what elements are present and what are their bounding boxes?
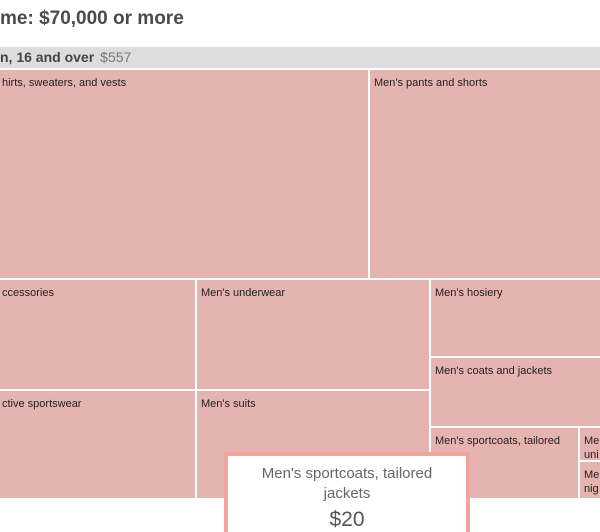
treemap-cell[interactable]: Men's underwear bbox=[197, 280, 429, 389]
group-value: $557 bbox=[100, 49, 132, 65]
cell-label-line: nig bbox=[584, 483, 599, 495]
tooltip-value: $20 bbox=[329, 508, 365, 531]
cell-label: Men's coats and jackets bbox=[435, 365, 553, 377]
cell-label-line: Me bbox=[584, 435, 600, 447]
cell-label: Men's suits bbox=[201, 398, 256, 410]
cell-label: Men's pants and shorts bbox=[374, 77, 488, 89]
cell-label: ccessories bbox=[2, 287, 54, 299]
treemap-cell[interactable]: ccessories bbox=[0, 280, 195, 389]
tooltip-label: Men's sportcoats, tailored jackets bbox=[261, 465, 433, 502]
treemap-cell[interactable]: Men's hosiery bbox=[431, 280, 600, 356]
cell-label: Men's hosiery bbox=[435, 287, 503, 299]
treemap-cell[interactable]: Men's coats and jackets bbox=[431, 358, 600, 426]
treemap-cell[interactable]: Me uni bbox=[580, 428, 600, 460]
group-label: n, 16 and over bbox=[0, 49, 95, 65]
treemap-cell[interactable]: ctive sportswear bbox=[0, 391, 195, 498]
cell-label: Me uni bbox=[584, 434, 599, 460]
cell-label: Men's sportcoats, tailored bbox=[435, 435, 560, 447]
cell-label: ctive sportswear bbox=[2, 398, 82, 410]
tooltip: Men's sportcoats, tailored jackets $20 bbox=[224, 452, 470, 532]
treemap-cell[interactable]: Men's pants and shorts bbox=[370, 70, 600, 278]
cell-label: Me nig bbox=[584, 468, 599, 496]
group-bar[interactable]: n, 16 and over $557 bbox=[0, 47, 600, 68]
treemap-cell[interactable]: Me nig bbox=[580, 462, 600, 498]
cell-label: hirts, sweaters, and vests bbox=[2, 77, 127, 89]
title: me: $70,000 or more bbox=[0, 8, 184, 29]
treemap-cell[interactable]: hirts, sweaters, and vests bbox=[0, 70, 368, 278]
cell-label-line: uni bbox=[584, 449, 599, 460]
cell-label-line: Me bbox=[584, 469, 600, 481]
cell-label: Men's underwear bbox=[201, 287, 286, 299]
